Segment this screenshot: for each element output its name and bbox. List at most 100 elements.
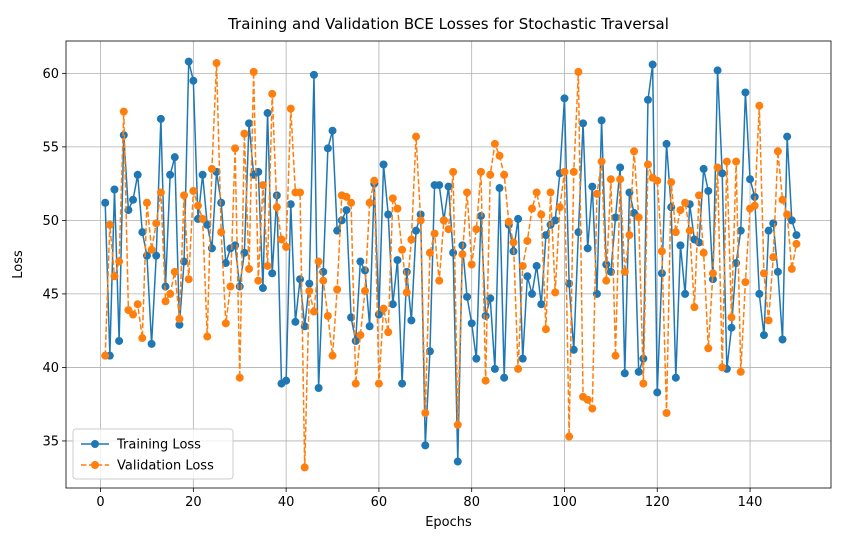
- validation-loss-point: [574, 67, 583, 76]
- validation-loss-point: [750, 201, 759, 210]
- validation-loss-point: [221, 319, 230, 328]
- training-loss-point: [412, 226, 421, 235]
- training-loss-point: [634, 367, 643, 376]
- training-loss-point: [323, 144, 332, 153]
- training-loss-point: [676, 241, 685, 250]
- validation-loss-point: [476, 167, 485, 176]
- training-loss-point: [755, 289, 764, 298]
- validation-loss-point: [166, 289, 175, 298]
- x-tick-label: 20: [185, 495, 202, 510]
- training-loss-point: [296, 275, 305, 284]
- x-tick-label: 140: [738, 495, 763, 510]
- training-loss-point: [616, 163, 625, 172]
- training-loss-point: [500, 373, 509, 382]
- validation-loss-point: [560, 167, 569, 176]
- validation-loss-point: [333, 285, 342, 294]
- validation-loss-point: [704, 344, 713, 353]
- training-loss-point: [695, 238, 704, 247]
- validation-loss-point: [444, 225, 453, 234]
- validation-loss-point: [258, 181, 267, 190]
- training-loss-point: [537, 300, 546, 309]
- validation-loss-point: [708, 269, 717, 278]
- validation-loss-point: [787, 264, 796, 273]
- legend-validation-marker: [91, 461, 99, 469]
- x-tick-label: 40: [278, 495, 295, 510]
- training-loss-point: [495, 184, 504, 193]
- validation-loss-point: [616, 175, 625, 184]
- training-loss-point: [356, 257, 365, 266]
- validation-loss-point: [374, 379, 383, 388]
- legend-training-label: Training Loss: [116, 438, 201, 453]
- training-loss-point: [588, 182, 597, 191]
- validation-loss-point: [500, 170, 509, 179]
- validation-loss-point: [523, 236, 532, 245]
- validation-loss-point: [314, 257, 323, 266]
- training-loss-point: [523, 272, 532, 281]
- x-tick-label: 120: [645, 495, 670, 510]
- validation-loss-point: [551, 288, 560, 297]
- validation-loss-point: [611, 351, 620, 360]
- validation-loss-point: [667, 178, 676, 187]
- validation-loss-point: [486, 170, 495, 179]
- training-loss-point: [746, 175, 755, 184]
- validation-loss-point: [245, 264, 254, 273]
- validation-loss-point: [509, 238, 518, 247]
- y-tick-label: 55: [42, 140, 59, 155]
- training-loss-point: [101, 198, 110, 207]
- training-loss-point: [518, 354, 527, 363]
- validation-loss-point: [193, 201, 202, 210]
- training-loss-series: [101, 57, 801, 466]
- validation-loss-point: [407, 235, 416, 244]
- training-loss-point: [360, 266, 369, 275]
- validation-loss-point: [212, 59, 221, 68]
- training-loss-point: [152, 251, 161, 260]
- validation-loss-point: [421, 409, 430, 418]
- training-loss-point: [643, 95, 652, 104]
- validation-loss-point: [305, 286, 314, 295]
- training-loss-point: [245, 119, 254, 128]
- training-loss-point: [699, 164, 708, 173]
- training-loss-point: [769, 219, 778, 228]
- validation-loss-point: [147, 245, 156, 254]
- training-loss-point: [653, 388, 662, 397]
- training-loss-point: [490, 364, 499, 373]
- validation-loss-point: [110, 272, 119, 281]
- training-loss-point: [221, 259, 230, 268]
- training-loss-point: [662, 139, 671, 148]
- training-loss-point: [713, 66, 722, 75]
- validation-loss-point: [439, 216, 448, 225]
- validation-loss-point: [235, 373, 244, 382]
- training-loss-point: [129, 195, 138, 204]
- training-loss-point: [773, 267, 782, 276]
- validation-loss-point: [453, 420, 462, 429]
- validation-loss-point: [695, 191, 704, 200]
- validation-loss-point: [412, 132, 421, 141]
- training-loss-point: [305, 279, 314, 288]
- training-loss-point: [463, 292, 472, 301]
- validation-loss-point: [736, 367, 745, 376]
- training-loss-point: [787, 216, 796, 225]
- validation-loss-point: [365, 198, 374, 207]
- training-loss-point: [514, 214, 523, 223]
- validation-loss-point: [630, 147, 639, 156]
- validation-loss-point: [657, 247, 666, 256]
- validation-loss-point: [360, 286, 369, 295]
- training-loss-point: [671, 373, 680, 382]
- training-loss-point: [704, 186, 713, 195]
- validation-loss-point: [532, 188, 541, 197]
- training-loss-point: [407, 316, 416, 325]
- legend: Training Loss Validation Loss: [72, 428, 234, 480]
- training-loss-point: [198, 170, 207, 179]
- training-loss-point: [170, 153, 179, 162]
- training-loss-point: [347, 313, 356, 322]
- training-loss-point: [110, 185, 119, 194]
- y-tick-label: 60: [42, 67, 59, 82]
- validation-loss-point: [713, 163, 722, 172]
- validation-loss-point: [198, 214, 207, 223]
- validation-loss-point: [268, 89, 277, 98]
- validation-loss-point: [643, 160, 652, 169]
- x-tick-label: 100: [552, 495, 577, 510]
- validation-loss-point: [727, 313, 736, 322]
- training-loss-point: [268, 269, 277, 278]
- training-loss-point: [718, 169, 727, 178]
